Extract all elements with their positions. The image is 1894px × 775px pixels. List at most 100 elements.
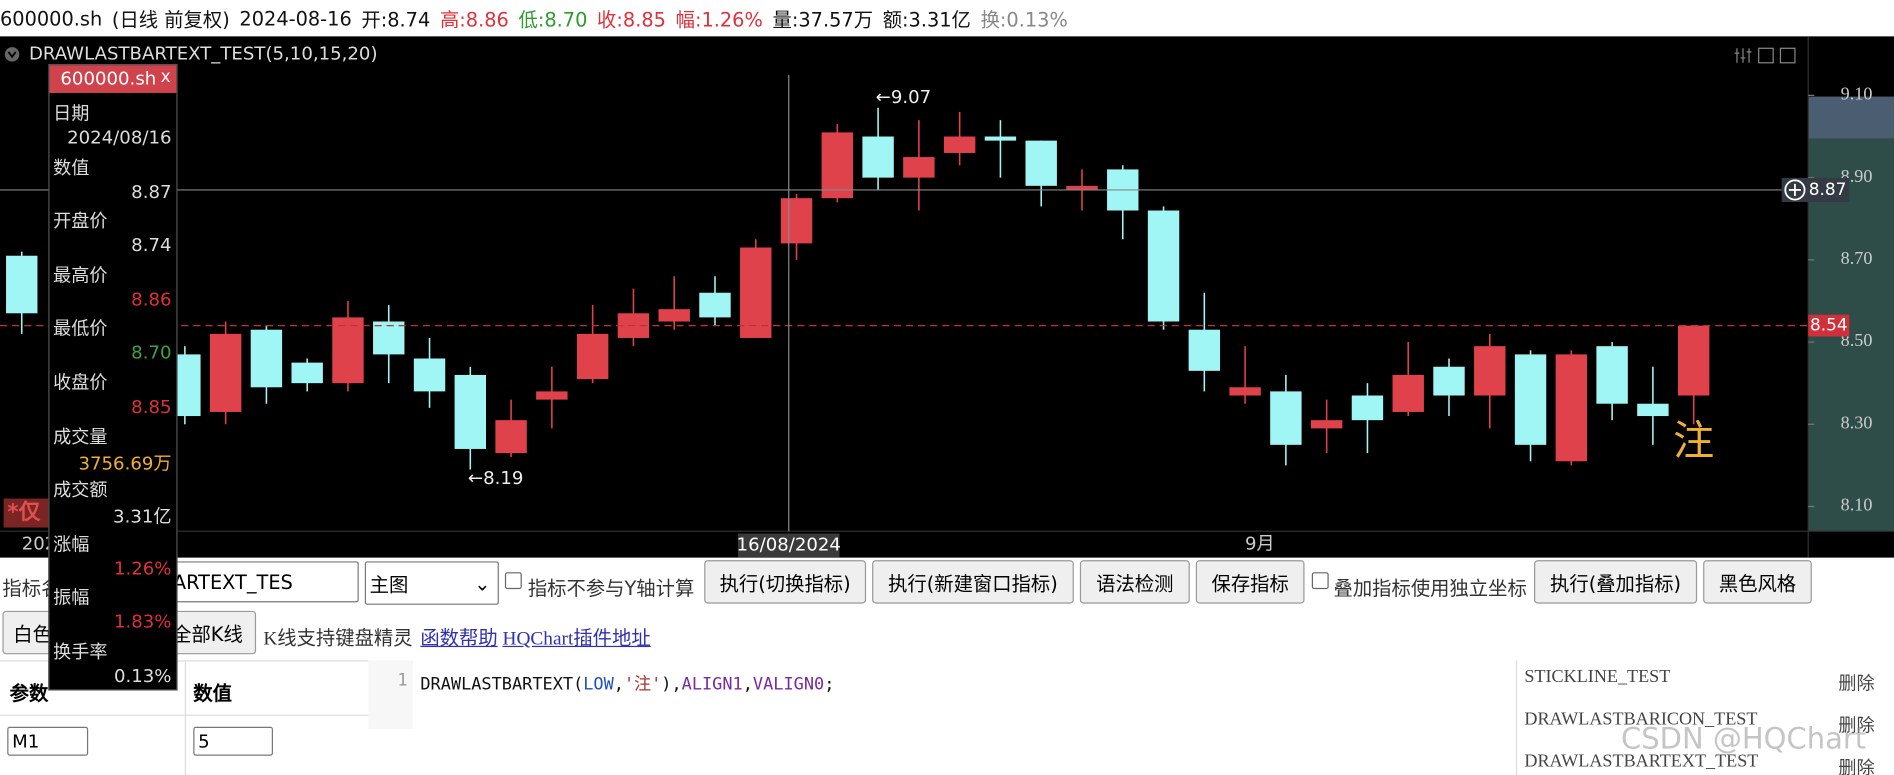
code-token: LOW [583,674,614,695]
collapse-icon[interactable] [4,47,20,62]
script-name: DRAWLASTBARICON_TEST [1524,709,1758,730]
code-token: ALIGN1 [681,674,743,695]
candle-body [373,321,405,355]
code-token: DRAWLASTBARTEXT( [420,674,584,695]
tooltip-value: 3.31亿 [113,506,172,528]
code-line: DRAWLASTBARTEXT(LOW,'注'),ALIGN1,VALIGN0; [420,671,834,695]
tooltip-label: 数值 [53,156,90,179]
button[interactable]: 语法检测 [1079,560,1190,604]
candle-body [250,329,283,388]
tool-icons[interactable] [1734,47,1796,64]
candle-body [1514,354,1547,445]
axis-band [1808,96,1894,139]
tooltip-value: 1.83% [113,611,172,634]
header-item: 600000.sh [0,6,103,30]
candle-body [1677,325,1710,396]
panel-sep [1515,660,1518,775]
tooltip-value: 8.85 [131,395,172,418]
link[interactable]: 函数帮助 [420,626,498,650]
header-item: 低:8.70 [518,8,588,32]
crosshair-label: 8.87 [1809,179,1847,199]
last-price-box [1808,314,1850,337]
candle-body [699,292,731,318]
candle-body [1270,391,1302,445]
indicator-title: DRAWLASTBARTEXT_TEST(5,10,15,20) [29,43,378,64]
select[interactable]: 主图 ⌄ [364,561,499,605]
candle-body [821,132,854,199]
params-table: 参数 数值 M1 5 [0,660,369,775]
delete-link[interactable]: 删除 [1838,756,1875,775]
chart-bg [0,36,1894,558]
tooltip-value: 0.13% [113,665,172,687]
candle-body [454,374,487,449]
code-token: VALIGN0 [752,674,825,695]
candle-body [740,247,772,338]
tooltip-label: 收盘价 [53,371,108,394]
candle-body [332,317,364,384]
candle-body [780,198,813,244]
button[interactable]: 黑色风格 [1703,560,1812,604]
candle-body [413,358,446,392]
candle-body [862,136,894,178]
candle-body [1188,329,1221,371]
code-token: ), [661,674,682,695]
tooltip-label: 成交量 [53,425,108,448]
th: 数值 [193,682,232,706]
last-price-label: 8.54 [1810,315,1848,335]
script-name: STICKLINE_TEST [1524,667,1671,687]
param-input[interactable]: M1 [7,726,89,756]
max-label: ←9.07 [876,87,932,108]
y-tick-label: 8.30 [1841,412,1873,432]
link[interactable]: HQChart插件地址 [502,628,651,650]
candle-body [1351,395,1384,421]
chevron [7,51,17,59]
candle-body [658,309,690,322]
delete-link[interactable]: 删除 [1838,672,1875,695]
code-token: '注' [623,674,662,695]
button[interactable]: 保存指标 [1195,560,1305,604]
th: 参数 [9,682,49,706]
header-item: 额:3.31亿 [882,8,971,32]
tooltip-label: 成交额 [53,479,108,502]
checkbox[interactable] [1311,572,1329,590]
tooltip-value: 8.70 [131,342,172,364]
col-sep [184,661,187,775]
header-item: 幅:1.26% [675,8,763,32]
checkbox-label: 指标不参与Y轴计算 [527,577,695,600]
delete-link[interactable]: 删除 [1838,714,1875,737]
script-name: DRAWLASTBARTEXT_TEST [1524,752,1759,772]
candle-body [1637,403,1669,417]
header-item: 收:8.85 [597,8,666,32]
candle-body [1433,366,1465,396]
candle-body [1474,346,1506,396]
candle-body [1025,140,1057,186]
tooltip-label: 最低价 [53,317,108,340]
tooltip-close[interactable]: x [160,67,171,87]
checkbox[interactable] [504,572,522,590]
tooltip-value: 8.74 [131,234,172,257]
candle-body [1392,374,1424,412]
header-item: (日线 前复权) [111,8,230,32]
candle-body [209,333,242,412]
tooltip-value: 1.26% [113,557,172,580]
param-input[interactable]: 5 [193,726,273,756]
button[interactable]: 执行(切换指标) [704,560,867,604]
candle-body [536,391,568,400]
candle-body [903,157,935,178]
button[interactable]: 执行(新建窗口指标) [872,560,1074,604]
tip: K线支持键盘精灵 [263,628,413,650]
y-tick-label: 8.70 [1841,248,1873,268]
min-label: ←8.19 [468,468,524,489]
row-sep [0,714,369,716]
candle-body [495,420,527,454]
header-item: 开:8.74 [361,8,431,32]
button[interactable]: 执行(叠加指标) [1534,560,1698,604]
code-token: , [742,674,753,695]
badge: *仅 [7,500,40,525]
select-value: 主图 [369,573,409,597]
tooltip-value: 8.86 [131,288,172,311]
tooltip: 600000.sh x 日期 2024/08/16 数值 8.87 开盘价 8.74 最高价… [48,63,178,691]
candle-body [943,136,976,153]
last-bar-text: 注 [1673,417,1714,465]
